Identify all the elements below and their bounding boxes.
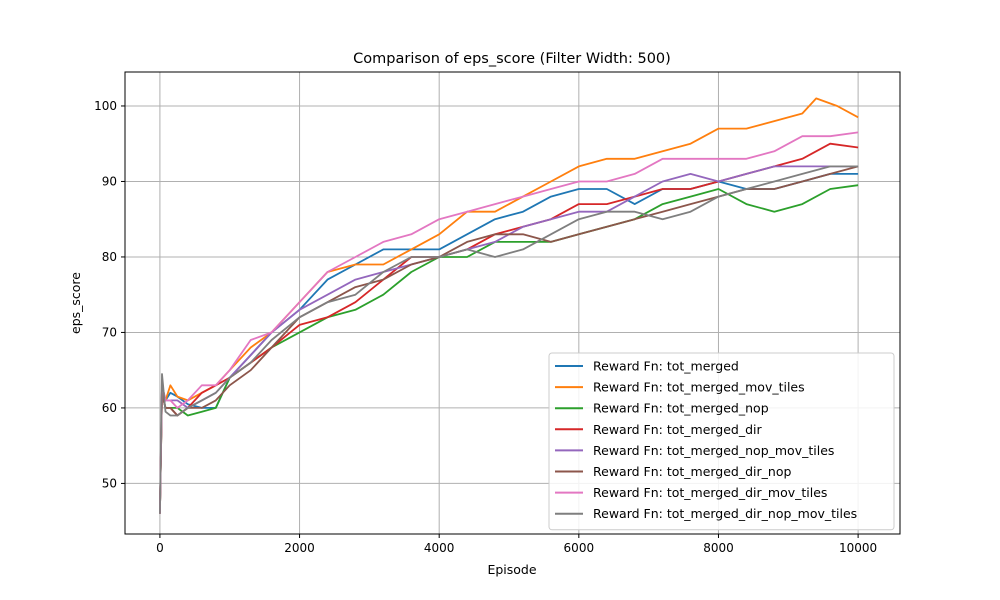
legend-label-4: Reward Fn: tot_merged_nop_mov_tiles bbox=[593, 443, 834, 458]
series-line-1 bbox=[159, 97, 859, 514]
series-line-5 bbox=[159, 165, 859, 514]
legend-label-1: Reward Fn: tot_merged_mov_tiles bbox=[593, 380, 805, 395]
y-tick-label: 100 bbox=[94, 99, 117, 113]
legend-label-7: Reward Fn: tot_merged_dir_nop_mov_tiles bbox=[593, 506, 857, 521]
plot-frame bbox=[124, 71, 901, 535]
x-tick-label: 8000 bbox=[703, 541, 734, 555]
x-tick-label: 4000 bbox=[424, 541, 455, 555]
grid bbox=[125, 72, 900, 534]
legend-box bbox=[548, 352, 895, 531]
x-tick-label: 10000 bbox=[839, 541, 877, 555]
series-line-6 bbox=[159, 131, 859, 514]
series-line-7 bbox=[159, 165, 859, 514]
legend-label-3: Reward Fn: tot_merged_dir bbox=[593, 422, 763, 437]
x-tick-label: 6000 bbox=[564, 541, 595, 555]
series-lines bbox=[159, 97, 859, 514]
chart-title: Comparison of eps_score (Filter Width: 5… bbox=[353, 51, 671, 67]
legend-label-2: Reward Fn: tot_merged_nop bbox=[593, 401, 769, 416]
legend-label-5: Reward Fn: tot_merged_dir_nop bbox=[593, 464, 791, 479]
y-tick-label: 80 bbox=[102, 250, 117, 264]
x-tick-label: 2000 bbox=[284, 541, 315, 555]
axis-ticks: 0 2000 4000 6000 8000 10000 50 60 70 80 90 100 bbox=[94, 99, 877, 555]
y-tick-label: 70 bbox=[102, 325, 117, 339]
x-axis-label: Episode bbox=[487, 562, 536, 577]
legend-label-6: Reward Fn: tot_merged_dir_mov_tiles bbox=[593, 485, 827, 500]
y-axis-label: eps_score bbox=[68, 272, 83, 334]
series-line-2 bbox=[159, 184, 859, 514]
x-tick-label: 0 bbox=[156, 541, 164, 555]
y-tick-label: 90 bbox=[102, 174, 117, 188]
y-tick-label: 60 bbox=[102, 401, 117, 415]
legend: Reward Fn: tot_merged Reward Fn: tot_merg… bbox=[548, 352, 895, 531]
y-tick-label: 50 bbox=[102, 476, 117, 490]
legend-label-0: Reward Fn: tot_merged bbox=[593, 359, 739, 374]
